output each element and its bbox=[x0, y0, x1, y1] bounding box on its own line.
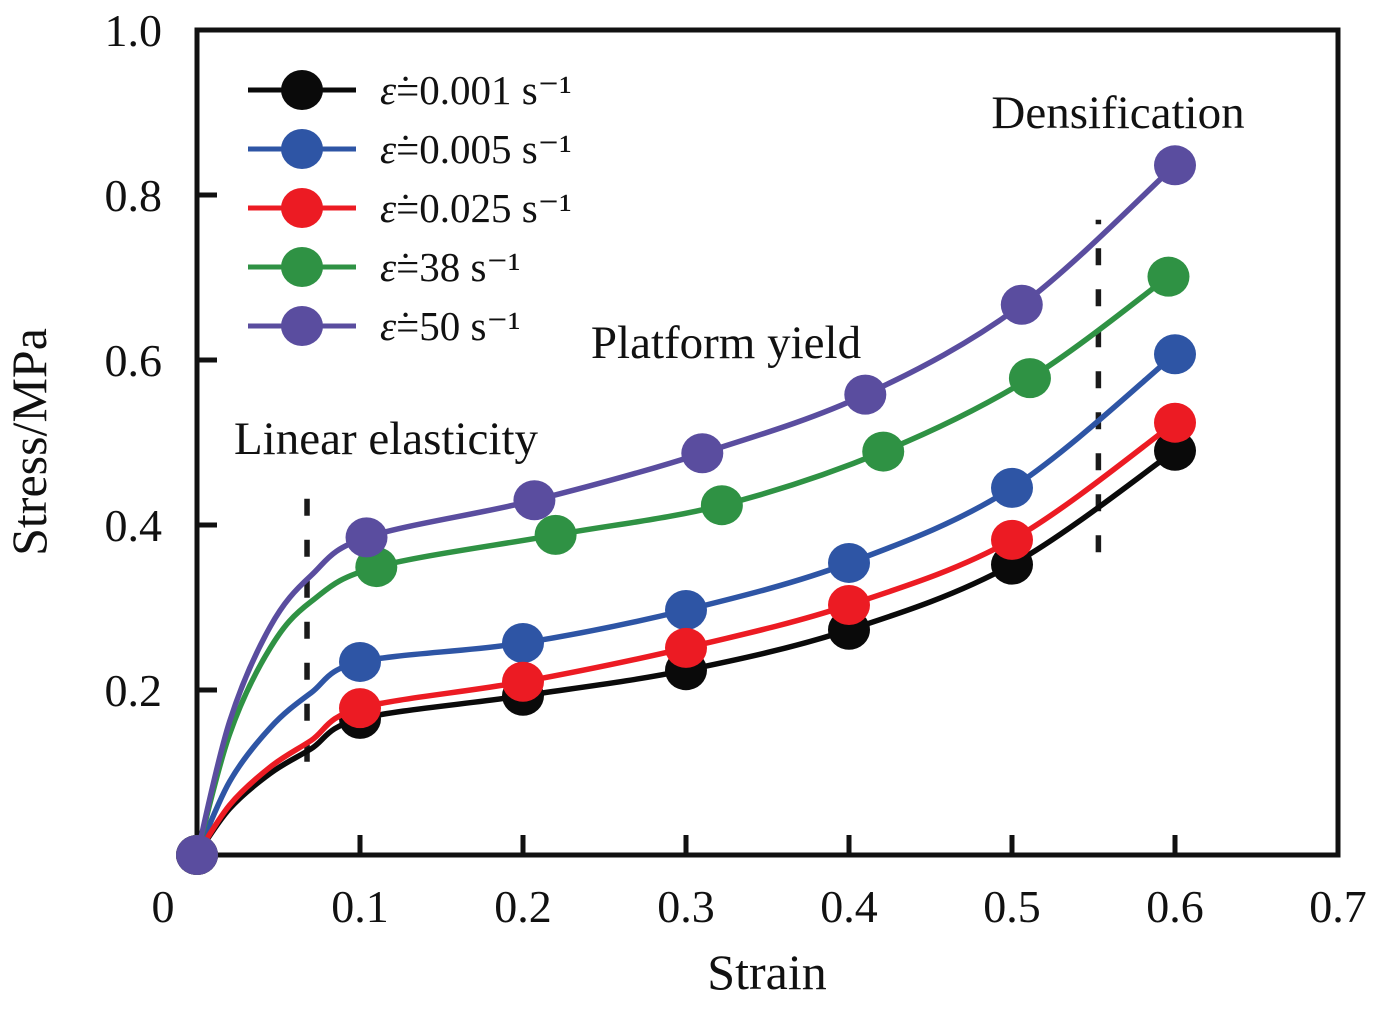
series-4-marker bbox=[176, 835, 218, 875]
series-3-marker bbox=[1147, 256, 1190, 297]
series-2-marker bbox=[1154, 402, 1196, 443]
x-axis-tick-label: 0.4 bbox=[820, 881, 878, 932]
x-axis-tick-label: 0 bbox=[152, 881, 175, 932]
legend-marker-4 bbox=[281, 306, 323, 346]
annotation-platform-yield: Platform yield bbox=[591, 317, 861, 369]
legend-marker-3 bbox=[281, 247, 323, 287]
x-axis-tick-label: 0.1 bbox=[331, 881, 389, 932]
legend-marker-2 bbox=[281, 188, 323, 228]
y-axis-tick-label: 1.0 bbox=[105, 5, 163, 56]
series-2-curve bbox=[194, 420, 1177, 857]
legend-label-3: ε̇=38 s⁻¹ bbox=[380, 244, 520, 290]
series-1-marker bbox=[339, 641, 381, 682]
x-axis-title: Strain bbox=[707, 944, 826, 1000]
series-2-marker bbox=[665, 627, 707, 668]
series-2-marker bbox=[991, 519, 1033, 560]
x-axis-tick-label: 0.2 bbox=[494, 881, 552, 932]
y-axis-tick-label: 0.4 bbox=[105, 500, 163, 551]
series-4-marker bbox=[513, 480, 556, 521]
series-3-marker bbox=[862, 431, 905, 472]
series-1-marker bbox=[665, 589, 707, 630]
series-2-marker bbox=[828, 585, 870, 626]
series-4-marker bbox=[681, 433, 724, 474]
series-2-marker bbox=[502, 661, 544, 702]
series-1-marker bbox=[1154, 334, 1196, 375]
series-1-marker bbox=[502, 622, 544, 663]
legend-marker-0 bbox=[281, 70, 323, 110]
series-4-marker bbox=[844, 374, 887, 415]
series-1-marker bbox=[991, 467, 1033, 508]
series-4-marker bbox=[1000, 284, 1043, 325]
series-0-curve bbox=[194, 448, 1177, 857]
x-axis-tick-label: 0.6 bbox=[1146, 881, 1204, 932]
y-axis-tick-label: 0.8 bbox=[105, 170, 163, 221]
legend-marker-1 bbox=[281, 129, 323, 169]
annotation-densification: Densification bbox=[991, 87, 1244, 139]
y-axis-title: Stress/MPa bbox=[1, 328, 57, 556]
series-1-marker bbox=[828, 542, 870, 583]
legend-label-0: ε̇=0.001 s⁻¹ bbox=[380, 67, 572, 113]
y-axis-tick-label: 0.2 bbox=[105, 665, 163, 716]
series-3-marker bbox=[534, 514, 577, 555]
legend-label-1: ε̇=0.005 s⁻¹ bbox=[380, 126, 572, 172]
x-axis-tick-label: 0.3 bbox=[657, 881, 715, 932]
legend-label-2: ε̇=0.025 s⁻¹ bbox=[380, 185, 572, 231]
plot-border bbox=[194, 27, 1341, 858]
series-3-marker bbox=[700, 485, 743, 526]
series-2-marker bbox=[339, 688, 381, 729]
series-3-marker bbox=[1008, 358, 1051, 399]
annotation-linear-elasticity: Linear elasticity bbox=[234, 413, 539, 465]
x-axis-tick-label: 0.7 bbox=[1309, 881, 1367, 932]
series-4-marker bbox=[1154, 145, 1196, 186]
series-1-curve bbox=[194, 352, 1177, 857]
series-0-marker bbox=[1154, 430, 1196, 471]
y-axis-tick-label: 0.6 bbox=[105, 335, 163, 386]
x-axis-tick-label: 0.5 bbox=[983, 881, 1041, 932]
series-4-marker bbox=[345, 517, 388, 558]
legend-label-4: ε̇=50 s⁻¹ bbox=[380, 303, 520, 349]
